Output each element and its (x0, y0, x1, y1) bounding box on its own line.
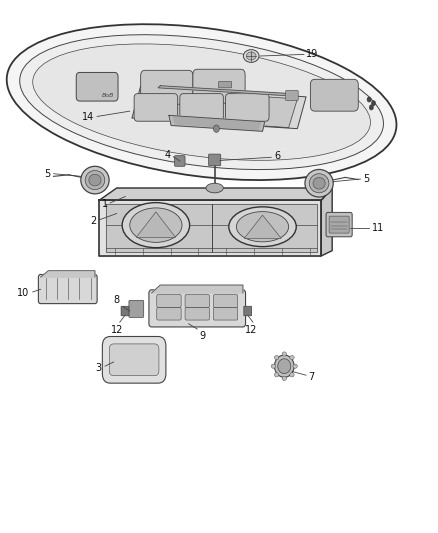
Polygon shape (99, 200, 321, 256)
Text: 19: 19 (306, 50, 318, 59)
Ellipse shape (309, 174, 329, 193)
Ellipse shape (20, 35, 383, 169)
FancyBboxPatch shape (311, 79, 358, 111)
Text: BoB: BoB (102, 93, 114, 98)
Ellipse shape (122, 203, 190, 248)
Ellipse shape (81, 166, 109, 194)
Ellipse shape (293, 364, 297, 368)
Ellipse shape (305, 169, 333, 197)
FancyBboxPatch shape (208, 154, 221, 166)
Ellipse shape (244, 50, 259, 62)
FancyBboxPatch shape (326, 213, 352, 237)
Text: 6: 6 (274, 151, 280, 161)
Circle shape (371, 101, 376, 106)
FancyBboxPatch shape (157, 295, 181, 308)
FancyBboxPatch shape (185, 295, 209, 308)
Ellipse shape (275, 356, 279, 360)
Polygon shape (41, 271, 95, 277)
FancyBboxPatch shape (213, 308, 238, 320)
Ellipse shape (89, 174, 101, 186)
FancyBboxPatch shape (129, 301, 144, 317)
Ellipse shape (313, 177, 325, 189)
Ellipse shape (85, 171, 105, 190)
Polygon shape (136, 212, 176, 237)
FancyBboxPatch shape (39, 274, 97, 304)
FancyBboxPatch shape (157, 308, 181, 320)
FancyBboxPatch shape (141, 70, 193, 104)
FancyBboxPatch shape (175, 156, 185, 166)
Text: 12: 12 (245, 325, 258, 335)
Polygon shape (152, 285, 243, 293)
Polygon shape (244, 215, 281, 238)
FancyBboxPatch shape (110, 344, 159, 376)
Polygon shape (158, 86, 291, 96)
FancyBboxPatch shape (134, 94, 178, 121)
Ellipse shape (271, 364, 276, 368)
Ellipse shape (278, 359, 291, 374)
Polygon shape (106, 204, 317, 252)
FancyBboxPatch shape (226, 94, 269, 121)
FancyBboxPatch shape (121, 306, 129, 316)
Ellipse shape (130, 208, 182, 243)
Text: 14: 14 (82, 112, 95, 122)
Text: 11: 11 (372, 223, 384, 233)
FancyBboxPatch shape (180, 94, 223, 121)
Text: 1: 1 (102, 199, 108, 209)
Ellipse shape (206, 183, 223, 193)
Text: 10: 10 (18, 288, 30, 298)
Text: 9: 9 (199, 330, 205, 341)
Ellipse shape (290, 356, 294, 360)
Text: 4: 4 (164, 150, 170, 160)
Ellipse shape (275, 373, 279, 377)
Text: 8: 8 (113, 295, 120, 305)
Ellipse shape (282, 352, 286, 356)
Circle shape (369, 105, 374, 110)
FancyBboxPatch shape (286, 91, 298, 101)
FancyBboxPatch shape (329, 216, 349, 233)
FancyBboxPatch shape (244, 306, 252, 316)
Polygon shape (99, 188, 332, 200)
FancyBboxPatch shape (149, 290, 246, 327)
Circle shape (367, 97, 371, 102)
Polygon shape (169, 115, 265, 131)
FancyBboxPatch shape (76, 72, 118, 101)
Polygon shape (141, 89, 297, 127)
FancyBboxPatch shape (193, 69, 245, 103)
FancyBboxPatch shape (213, 295, 238, 308)
Text: 5: 5 (44, 169, 50, 179)
FancyBboxPatch shape (219, 82, 232, 88)
Ellipse shape (247, 52, 256, 60)
Text: 12: 12 (110, 325, 123, 335)
Ellipse shape (229, 207, 296, 247)
Ellipse shape (282, 376, 286, 381)
Ellipse shape (237, 212, 289, 242)
Ellipse shape (33, 44, 371, 160)
Polygon shape (173, 117, 260, 130)
Text: 2: 2 (90, 216, 96, 226)
Circle shape (213, 125, 219, 132)
Ellipse shape (7, 24, 396, 180)
Ellipse shape (290, 373, 294, 377)
Ellipse shape (275, 355, 294, 377)
Text: 7: 7 (309, 372, 315, 382)
FancyBboxPatch shape (185, 308, 209, 320)
Polygon shape (321, 188, 332, 256)
FancyBboxPatch shape (102, 336, 166, 383)
Polygon shape (132, 86, 306, 128)
Text: 3: 3 (95, 364, 102, 373)
Text: 5: 5 (363, 174, 369, 184)
